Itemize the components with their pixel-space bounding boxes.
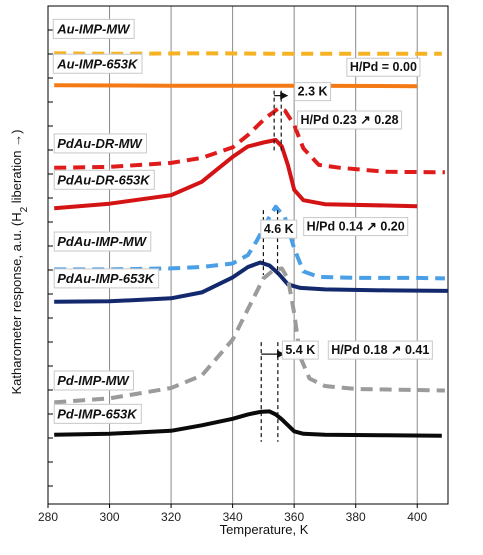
series-label-group: PdAu-DR-MW <box>53 133 147 154</box>
series-line-pd-imp-mw <box>54 266 445 405</box>
annotation-label-box <box>346 57 421 77</box>
series-label-group: PdAu-IMP-MW <box>53 231 152 252</box>
y-axis-title-suffix: liberation →) <box>9 130 24 207</box>
axis-layer: 280 300 320 340 360 380 400 <box>38 5 449 524</box>
x-tick-label: 380 <box>346 510 366 524</box>
annotation-label: H/Pd 0.14 ↗ 0.20 <box>307 220 405 234</box>
annotation-label-group: H/Pd 0.23 ↗ 0.28 <box>297 110 403 130</box>
series-label-group: PdAu-DR-653K <box>53 169 155 190</box>
y-axis-title-main: Katharometer response, a.u. (H <box>9 212 24 394</box>
annotation-label: H/Pd 0.18 ↗ 0.41 <box>331 343 429 357</box>
x-tick-label: 320 <box>161 510 181 524</box>
series-line-pdau-imp-653k <box>54 260 449 304</box>
annotation-label-box <box>281 340 319 360</box>
series-line-au-imp-653k <box>54 83 418 89</box>
x-tick-label: 300 <box>100 510 120 524</box>
annotation-label: H/Pd = 0.00 <box>350 60 417 74</box>
label-layer: Au-IMP-MW Au-IMP-653K PdAu-DR-MW PdAu-DR-65… <box>52 18 433 424</box>
annotation-label-box <box>303 217 409 237</box>
annotation-label-box <box>327 340 433 360</box>
series-label: Pd-IMP-653K <box>57 406 138 421</box>
x-tick-label: 340 <box>223 510 243 524</box>
series-label-box <box>53 231 152 252</box>
x-tick-label: 360 <box>284 510 304 524</box>
series-label: PdAu-IMP-653K <box>57 271 155 286</box>
annotation-label: H/Pd 0.23 ↗ 0.28 <box>301 113 399 127</box>
series-label-box <box>52 18 135 39</box>
series-label: PdAu-DR-653K <box>57 172 151 187</box>
series-label-group: Pd-IMP-MW <box>53 370 134 391</box>
x-tick-label: 400 <box>407 510 427 524</box>
series-label: PdAu-DR-MW <box>57 136 143 151</box>
series-label-box <box>53 268 160 289</box>
series-line-pdau-dr-653k <box>54 138 418 211</box>
series-label: Au-IMP-653K <box>56 56 139 71</box>
annotation-label-box <box>294 82 332 102</box>
x-tick-label: 280 <box>38 510 58 524</box>
y-axis-title-subscript: 2 <box>19 206 30 212</box>
series-label-group: Au-IMP-653K <box>52 53 143 74</box>
annotation-label-group: H/Pd = 0.00 <box>346 57 421 77</box>
annotation-label-box <box>297 110 403 130</box>
series-label-group: PdAu-IMP-653K <box>53 268 160 289</box>
series-line-pd-imp-653k <box>54 409 442 438</box>
series-label: PdAu-IMP-MW <box>57 234 148 249</box>
series-label: Au-IMP-MW <box>56 21 131 36</box>
series-label-group: Pd-IMP-653K <box>53 403 142 424</box>
annotation-label-box <box>260 219 298 239</box>
annotation-label-group: 2.3 K <box>294 82 332 102</box>
series-line-au-imp-mw <box>54 51 442 56</box>
annotation-label-group: H/Pd 0.14 ↗ 0.20 <box>303 217 409 237</box>
plot-frame <box>47 5 449 505</box>
annotation-label: 5.4 K <box>285 343 315 357</box>
series-label-box <box>53 133 147 154</box>
annotation-label: 2.3 K <box>298 85 328 99</box>
annotation-label-group: H/Pd 0.18 ↗ 0.41 <box>327 340 433 360</box>
series-label-group: Au-IMP-MW <box>52 18 135 39</box>
series-layer <box>54 51 449 438</box>
series-label: Pd-IMP-MW <box>57 373 130 388</box>
series-label-box <box>52 53 143 74</box>
series-line-pdau-dr-mw <box>54 106 445 175</box>
series-label-box <box>53 370 134 391</box>
series-label-box <box>53 169 155 190</box>
annotation-label-group: 5.4 K <box>281 340 319 360</box>
y-axis-title: Katharometer response, a.u. (H2 liberati… <box>9 130 30 395</box>
annotation-label: 4.6 K <box>264 222 294 236</box>
x-axis-title: Temperature, K <box>220 522 309 537</box>
annotation-label-group: 4.6 K <box>260 219 298 239</box>
series-label-box <box>53 403 142 424</box>
